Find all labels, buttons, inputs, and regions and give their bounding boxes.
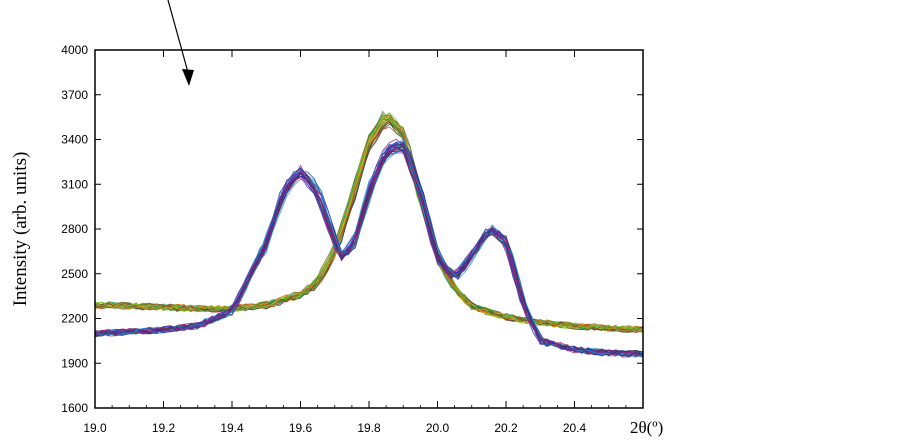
y-axis-title: Intensity (arb. units) [10, 152, 31, 307]
y-tick-label: 3100 [61, 177, 88, 191]
x-tick-label: 20.4 [563, 421, 587, 435]
x-tick-label: 20.0 [426, 421, 450, 435]
arrow-head [182, 69, 194, 86]
trace-line [94, 122, 644, 333]
trace-line [94, 144, 644, 357]
trace-line [94, 124, 644, 332]
x-ticks: 19.0 19.2 19.4 19.6 19.8 20.0 20.2 20.4 [83, 50, 627, 435]
y-ticks: 1600 1900 2200 2500 2800 3100 3400 3700 4000 [61, 43, 643, 415]
x-tick-label: 20.2 [494, 421, 518, 435]
y-tick-label: 2200 [61, 312, 88, 326]
trace-line [94, 118, 644, 333]
y-tick-label: 3700 [61, 88, 88, 102]
trace-line [94, 115, 644, 334]
x-axis-title: 2θ(º) [630, 418, 663, 437]
x-tick-label: 19.2 [152, 421, 176, 435]
trace-line [94, 126, 644, 333]
x-tick-label: 19.4 [220, 421, 244, 435]
annotation-arrow [167, 0, 194, 86]
x-tick-label: 19.0 [83, 421, 107, 435]
y-tick-label: 4000 [61, 43, 88, 57]
trace-line [94, 145, 644, 357]
y-tick-label: 1600 [61, 401, 88, 415]
y-tick-label: 2500 [61, 267, 88, 281]
x-tick-label: 19.6 [289, 421, 313, 435]
y-tick-label: 3400 [61, 133, 88, 147]
curves-group [94, 110, 644, 358]
trace-line [94, 115, 644, 332]
arrow-shaft [167, 0, 190, 77]
x-tick-label: 19.8 [357, 421, 381, 435]
y-tick-label: 1900 [61, 356, 88, 370]
y-tick-label: 2800 [61, 222, 88, 236]
plot-frame [94, 49, 644, 409]
